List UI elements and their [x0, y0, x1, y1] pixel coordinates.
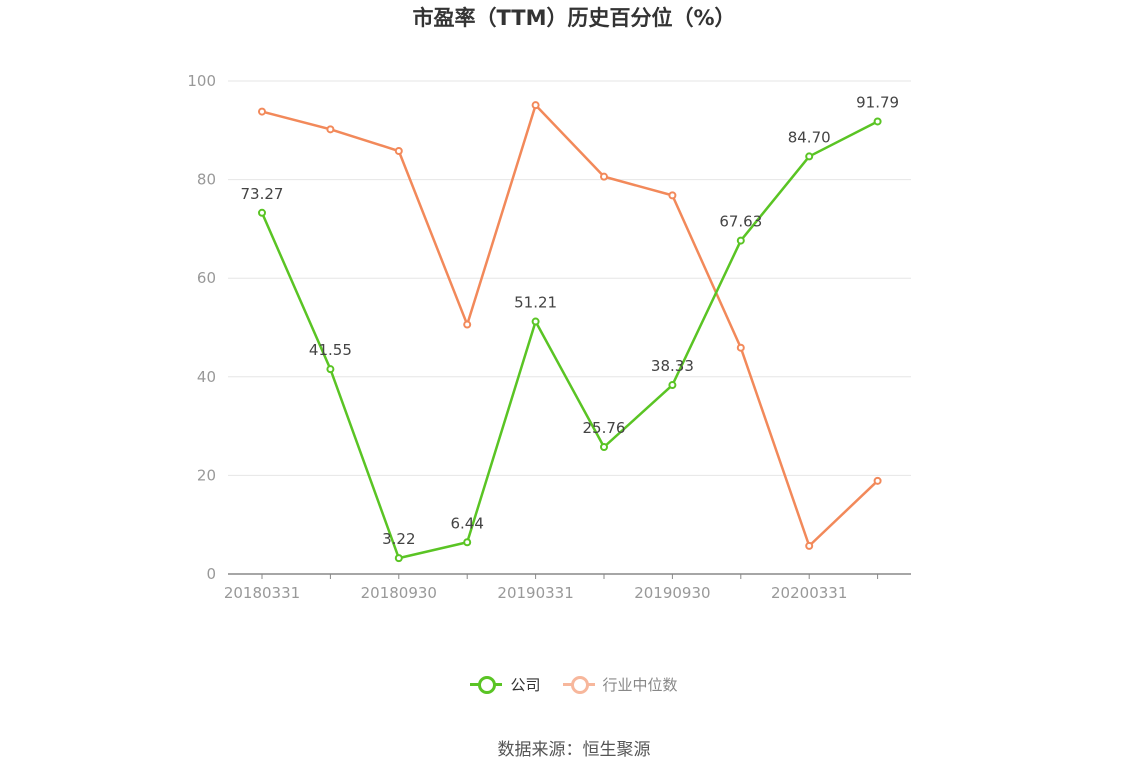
data-point-company [531, 317, 540, 326]
data-label: 3.22 [382, 530, 415, 548]
x-tick-label: 20190331 [497, 584, 573, 602]
data-point-industry [600, 172, 608, 181]
data-label: 51.21 [514, 294, 557, 312]
y-tick-label: 0 [206, 565, 216, 583]
data-point-industry [736, 343, 745, 352]
data-point-company [668, 381, 677, 390]
data-labels: 73.27 41.55 3.22 6.44 51.21 25.76 38.33 67.63 84… [241, 93, 900, 548]
x-tick-label: 20180930 [361, 584, 437, 602]
legend-marker-company [470, 673, 503, 695]
x-tick-label: 20190930 [634, 584, 710, 602]
legend-item-industry[interactable]: 行业中位数 [562, 673, 678, 695]
legend: 公司 行业中位数 [0, 673, 1148, 695]
data-label: 25.76 [583, 419, 626, 437]
data-label: 41.55 [309, 341, 352, 359]
x-tick-labels: 20180331 20180930 20190331 20190930 20200331 [224, 584, 848, 602]
data-point-company [736, 236, 745, 245]
x-tick-label: 20180331 [224, 584, 300, 602]
data-label: 38.33 [651, 357, 694, 375]
data-point-industry [394, 147, 403, 156]
data-point-company [805, 152, 814, 161]
data-point-company [463, 538, 472, 547]
legend-marker-industry [562, 673, 595, 695]
data-point-company [873, 117, 882, 126]
y-tick-label: 40 [197, 368, 216, 386]
y-tick-label: 20 [197, 466, 216, 484]
data-point-company [326, 365, 335, 374]
data-point-industry [805, 541, 814, 550]
source-note: 数据来源：恒生聚源 [497, 740, 651, 760]
data-point-industry [463, 320, 472, 329]
data-point-company [258, 208, 266, 217]
data-point-industry [873, 476, 882, 485]
data-point-industry [258, 107, 266, 116]
data-point-company [394, 554, 403, 563]
data-point-industry [326, 125, 335, 134]
y-tick-labels: 0 20 40 60 80 100 [187, 72, 216, 583]
series-line-company [260, 120, 879, 560]
y-tick-label: 60 [197, 269, 216, 287]
data-label: 91.79 [856, 93, 899, 111]
y-tick-label: 80 [197, 171, 216, 189]
legend-label-industry: 行业中位数 [602, 675, 678, 694]
data-point-industry [531, 101, 540, 110]
data-label: 84.70 [788, 128, 831, 146]
y-tick-label: 100 [187, 72, 216, 90]
data-point-company [600, 443, 608, 452]
x-tick-label: 20200331 [771, 584, 847, 602]
data-label: 73.27 [241, 185, 284, 203]
series-line-industry [261, 103, 879, 548]
legend-label-company: 公司 [510, 675, 541, 694]
x-axis [228, 573, 911, 579]
data-label: 67.63 [719, 213, 762, 231]
data-label: 6.44 [450, 514, 483, 532]
chart-title: 市盈率（TTM）历史百分位（%） [412, 6, 736, 30]
grid-lines [228, 80, 911, 476]
legend-item-company[interactable]: 公司 [470, 673, 541, 695]
series-layer [258, 101, 882, 563]
data-point-industry [668, 191, 677, 200]
